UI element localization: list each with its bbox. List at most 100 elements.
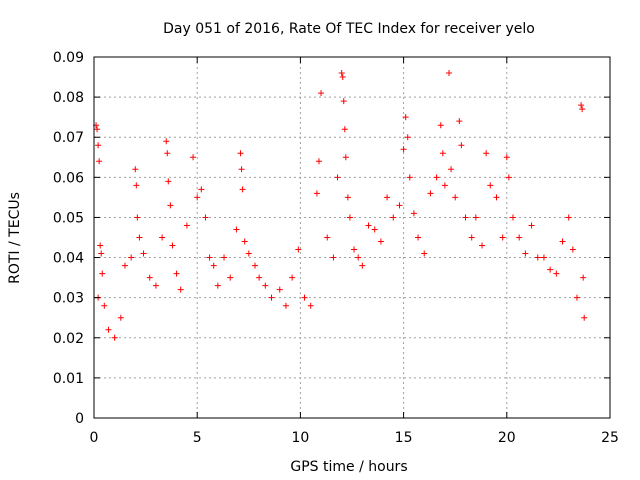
y-tick-label: 0.05 — [53, 210, 84, 226]
y-axis-label: ROTI / TECUs — [7, 192, 23, 284]
data-point — [221, 254, 228, 261]
x-tick-label: 25 — [601, 430, 619, 446]
data-point — [245, 250, 252, 257]
data-point — [468, 234, 475, 241]
data-point — [522, 250, 529, 257]
data-point — [324, 234, 331, 241]
data-point — [402, 114, 409, 121]
data-point — [315, 158, 322, 165]
data-point — [214, 282, 221, 289]
data-point — [505, 174, 512, 181]
data-point — [301, 294, 308, 301]
data-point — [97, 242, 104, 249]
data-point — [351, 246, 358, 253]
data-point — [579, 106, 586, 113]
data-point — [433, 174, 440, 181]
data-point — [330, 254, 337, 261]
data-point — [341, 126, 348, 133]
data-point — [239, 186, 246, 193]
data-point — [503, 154, 510, 161]
data-point — [580, 274, 587, 281]
x-tick-label: 10 — [291, 430, 309, 446]
data-point — [251, 262, 258, 269]
data-point — [210, 262, 217, 269]
data-point — [448, 166, 455, 173]
data-point — [410, 210, 417, 217]
data-point — [569, 246, 576, 253]
data-point — [346, 214, 353, 221]
data-point — [415, 234, 422, 241]
data-point — [340, 98, 347, 105]
data-point — [152, 282, 159, 289]
data-point — [133, 182, 140, 189]
data-point — [427, 190, 434, 197]
data-point — [202, 214, 209, 221]
data-point — [121, 262, 128, 269]
data-point — [183, 222, 190, 229]
data-point — [295, 246, 302, 253]
data-point — [479, 242, 486, 249]
data-point — [342, 154, 349, 161]
data-point — [96, 158, 103, 165]
data-point — [165, 178, 172, 185]
data-point — [509, 214, 516, 221]
data-point — [99, 270, 106, 277]
data-point — [578, 102, 585, 109]
y-tick-label: 0.02 — [53, 331, 84, 347]
data-point — [276, 286, 283, 293]
x-tick-label: 15 — [395, 430, 413, 446]
data-point — [111, 334, 118, 341]
data-point — [516, 234, 523, 241]
x-tick-label: 20 — [498, 430, 516, 446]
data-point — [307, 302, 314, 309]
data-point — [458, 142, 465, 149]
data-point — [136, 234, 143, 241]
data-point — [164, 150, 171, 157]
data-point — [384, 194, 391, 201]
y-tick-label: 0.04 — [53, 251, 84, 267]
data-point — [528, 222, 535, 229]
data-point — [132, 166, 139, 173]
data-point — [282, 302, 289, 309]
chart-title: Day 051 of 2016, Rate Of TEC Index for r… — [163, 21, 535, 37]
data-point — [339, 74, 346, 81]
y-tick-label: 0.03 — [53, 291, 84, 307]
x-axis-label: GPS time / hours — [290, 459, 407, 475]
data-point — [377, 238, 384, 245]
data-point — [237, 150, 244, 157]
x-tick-label: 0 — [90, 430, 99, 446]
data-point — [241, 238, 248, 245]
data-point — [396, 202, 403, 209]
data-point — [159, 234, 166, 241]
data-point — [439, 150, 446, 157]
data-point — [559, 238, 566, 245]
data-point — [140, 250, 147, 257]
data-point — [177, 286, 184, 293]
data-point — [167, 202, 174, 209]
data-point — [540, 254, 547, 261]
data-point — [400, 146, 407, 153]
y-tick-label: 0.06 — [53, 170, 84, 186]
data-point — [547, 266, 554, 273]
data-point — [146, 274, 153, 281]
data-point — [421, 250, 428, 257]
y-tick-label: 0.09 — [53, 50, 84, 66]
data-point — [256, 274, 263, 281]
data-point — [338, 70, 345, 77]
data-point — [94, 126, 101, 133]
data-point — [483, 150, 490, 157]
data-point — [371, 226, 378, 233]
grid-layer — [94, 57, 610, 418]
data-point — [565, 214, 572, 221]
data-point — [406, 174, 413, 181]
y-tick-label: 0.07 — [53, 130, 84, 146]
data-point — [238, 166, 245, 173]
data-point — [472, 214, 479, 221]
points-layer — [93, 70, 588, 341]
data-point — [573, 294, 580, 301]
data-point — [452, 194, 459, 201]
data-point — [227, 274, 234, 281]
data-point — [262, 282, 269, 289]
